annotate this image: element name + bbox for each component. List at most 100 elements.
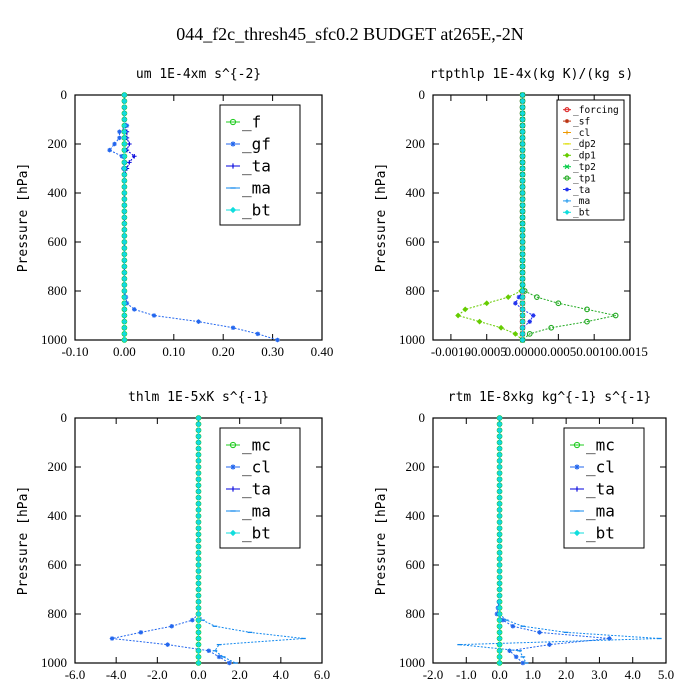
- data-point: [121, 226, 128, 233]
- data-point: [195, 458, 202, 464]
- data-point: [121, 275, 128, 282]
- data-point: [195, 494, 202, 501]
- data-point: [109, 636, 115, 641]
- x-tick-label: 5.0: [658, 667, 674, 682]
- legend-label: _cl: [573, 128, 590, 139]
- data-point: [519, 300, 526, 307]
- x-tick-label: 0.30: [261, 344, 284, 359]
- x-tick-label: -1.0: [456, 667, 477, 682]
- y-tick-label: 200: [406, 136, 426, 151]
- data-point: [496, 458, 503, 464]
- data-point: [455, 312, 461, 319]
- legend-item: _bt: [226, 524, 271, 543]
- x-tick-label: 0.40: [311, 344, 334, 359]
- legend-item: _bt: [563, 208, 590, 219]
- data-point: [496, 476, 503, 483]
- data-point: [496, 531, 503, 538]
- data-point: [519, 208, 526, 215]
- data-point: [195, 427, 202, 434]
- data-point: [513, 654, 519, 660]
- legend-label: _f: [242, 113, 261, 132]
- data-point: [117, 129, 122, 135]
- legend-label: _ta: [573, 185, 590, 196]
- legend-swatch-marker: [564, 164, 570, 170]
- x-tick-label: -0.10: [61, 344, 88, 359]
- data-point: [519, 196, 526, 202]
- data-point: [195, 598, 202, 605]
- data-point: [195, 519, 202, 525]
- data-point: [195, 556, 202, 562]
- data-point: [121, 128, 128, 135]
- legend-item: _ma: [570, 502, 615, 521]
- legend-item: _ma: [226, 502, 271, 521]
- data-point: [496, 660, 503, 666]
- data-point: [519, 251, 526, 258]
- data-point: [195, 580, 202, 587]
- data-point: [496, 574, 503, 581]
- data-point: [519, 312, 526, 319]
- data-point: [121, 306, 128, 313]
- data-point: [496, 488, 503, 495]
- data-point: [195, 574, 202, 581]
- legend-swatch-marker: [564, 152, 570, 158]
- data-point: [519, 116, 526, 123]
- data-point: [121, 135, 128, 141]
- data-point: [483, 300, 490, 307]
- plot-frame: [432, 94, 631, 341]
- data-point: [195, 660, 202, 666]
- data-point: [519, 177, 526, 184]
- y-axis-label: Pressure [hPa]: [374, 486, 389, 596]
- y-tick-label: 1000: [399, 332, 425, 347]
- data-point: [519, 257, 526, 264]
- data-point: [496, 451, 503, 458]
- data-point: [519, 282, 526, 288]
- legend-label: _mc: [586, 436, 615, 455]
- y-tick-label: 600: [406, 234, 426, 249]
- data-point: [496, 617, 503, 623]
- data-point: [121, 263, 128, 270]
- data-point: [496, 470, 503, 476]
- legend-item: _ta: [563, 185, 590, 196]
- legend-item: _bt: [226, 201, 271, 220]
- legend: _mc _cl _ta _ma _bt: [219, 427, 301, 549]
- data-point: [195, 586, 202, 593]
- x-tick-label: 0.0: [491, 667, 507, 682]
- series-bt: [496, 415, 503, 666]
- data-point: [195, 654, 202, 660]
- data-point: [195, 439, 202, 446]
- data-point: [584, 318, 590, 325]
- data-point: [196, 319, 201, 324]
- y-tick-label: 1000: [399, 655, 425, 670]
- y-tick-label: 0: [61, 410, 68, 425]
- y-tick-label: 1000: [41, 332, 67, 347]
- data-point: [121, 116, 128, 123]
- data-point: [127, 141, 132, 147]
- legend-label: _ma: [586, 502, 615, 521]
- data-point: [121, 239, 128, 245]
- data-point: [121, 337, 128, 343]
- data-point: [519, 159, 526, 166]
- data-point: [496, 654, 503, 660]
- y-tick-label: 400: [406, 508, 426, 523]
- x-tick-label: 0.00: [113, 344, 136, 359]
- data-point: [121, 147, 128, 153]
- data-point: [510, 623, 516, 629]
- panels: um 1E-4xm s^{-2}Pressure [hPa]-0.10 0.00 0…: [16, 67, 674, 682]
- y-tick-label: 800: [48, 606, 68, 621]
- data-point: [195, 568, 202, 574]
- data-point: [476, 318, 483, 325]
- data-point: [496, 427, 503, 434]
- data-point: [496, 641, 503, 648]
- data-point: [121, 288, 128, 294]
- panel-3: thlm 1E-5xK s^{-1} Pressure [hPa] -6.0 -4.0…: [16, 390, 330, 682]
- data-point: [519, 318, 526, 325]
- data-point: [275, 337, 280, 343]
- data-point: [195, 433, 202, 440]
- data-point: [496, 635, 503, 642]
- data-point: [496, 445, 503, 452]
- data-point: [121, 110, 128, 117]
- legend-item: _ta: [226, 480, 271, 499]
- data-point: [195, 513, 202, 519]
- legend-label: _ta: [586, 480, 615, 499]
- x-tick-label: -4.0: [106, 667, 127, 682]
